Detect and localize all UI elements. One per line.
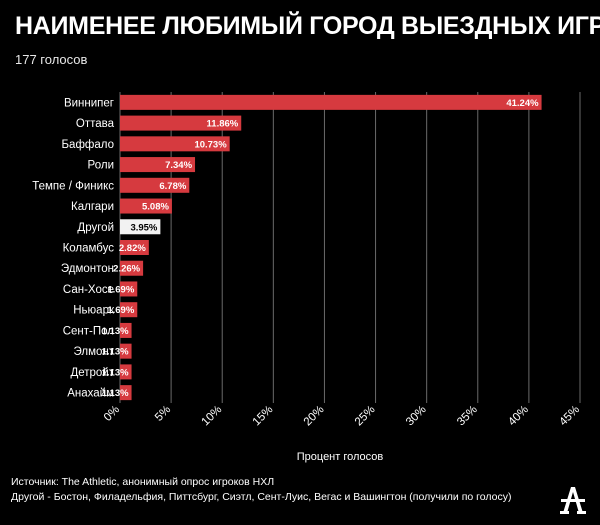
bar	[120, 219, 161, 235]
category-label: Калгари	[71, 201, 114, 213]
bar	[120, 281, 138, 297]
x-tick-label: 15%	[251, 404, 276, 429]
category-label: Эдмонтон	[61, 263, 114, 275]
bar	[120, 364, 132, 380]
category-label: Коламбус	[63, 243, 115, 255]
data-label: 3.95%	[130, 222, 157, 233]
bar	[120, 157, 196, 173]
bar	[120, 260, 144, 276]
data-label: 2.82%	[119, 243, 146, 254]
category-label: Баффало	[62, 139, 115, 151]
data-label: 6.78%	[159, 181, 186, 192]
bar	[120, 302, 138, 318]
bar	[120, 322, 132, 338]
data-label: 11.86%	[207, 119, 239, 130]
chart-subtitle: 177 голосов	[15, 52, 88, 67]
category-label: Детройт	[70, 367, 114, 379]
bar	[120, 115, 242, 131]
x-tick-label: 35%	[455, 404, 480, 429]
data-label: 5.08%	[142, 202, 169, 213]
category-label: Другой	[77, 222, 114, 234]
bar	[120, 198, 172, 214]
x-tick-label: 20%	[302, 404, 327, 429]
data-label: 1.13%	[102, 367, 129, 378]
category-label: Виннипег	[64, 97, 114, 109]
data-label: 41.24%	[506, 98, 539, 109]
category-label: Ньюарк	[73, 305, 115, 317]
bar-chart: Виннипег 41.24% Оттава 11.86% Баффало 10.73% Р…	[32, 92, 582, 463]
category-label: Оттава	[76, 118, 115, 130]
data-label: 7.34%	[165, 160, 192, 171]
data-label: 1.13%	[102, 388, 129, 399]
bar	[120, 385, 132, 401]
category-label: Темпе / Финикс	[32, 180, 114, 192]
category-label: Анахайм	[67, 388, 114, 400]
bar	[120, 240, 149, 255]
x-tick-label: 5%	[153, 404, 173, 424]
bar	[120, 177, 190, 193]
x-tick-label: 25%	[353, 404, 378, 429]
x-axis-label: Процент голосов	[297, 451, 384, 463]
x-tick-label: 0%	[102, 404, 122, 424]
bar	[120, 136, 230, 152]
bar	[120, 94, 542, 110]
bar	[120, 343, 132, 359]
x-tick-label: 10%	[200, 404, 225, 429]
category-label: Элмонт	[73, 346, 114, 358]
athletic-logo-icon	[560, 487, 586, 514]
category-label: Сан-Хосе	[63, 284, 114, 296]
chart-title: НАИМЕНЕЕ ЛЮБИМЫЙ ГОРОД ВЫЕЗДНЫХ ИГР	[15, 12, 600, 40]
data-label: 1.13%	[102, 347, 129, 358]
other-note: Другой - Бостон, Филадельфия, Питтсбург,…	[11, 491, 512, 503]
x-tick-label: 40%	[506, 404, 531, 429]
data-label: 2.26%	[113, 264, 140, 275]
x-tick-label: 30%	[404, 404, 429, 429]
category-label: Сент-Пол	[63, 325, 114, 337]
data-label: 1.13%	[102, 326, 129, 337]
source-note: Источник: The Athletic, анонимный опрос …	[11, 476, 275, 488]
category-label: Роли	[88, 160, 114, 172]
x-tick-label: 45%	[557, 404, 582, 429]
data-label: 1.69%	[107, 305, 134, 316]
data-label: 1.69%	[107, 284, 134, 295]
data-label: 10.73%	[194, 139, 227, 150]
